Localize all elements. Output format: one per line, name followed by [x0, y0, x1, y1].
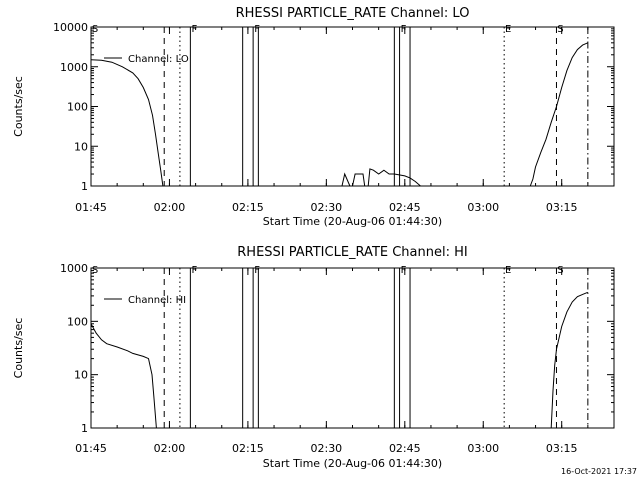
legend-label: Channel: LO	[128, 54, 189, 65]
event-label: F	[254, 265, 260, 276]
plot-frame	[90, 26, 615, 187]
event-label: F	[254, 24, 260, 35]
x-axis-label: Start Time (20-Aug-06 01:44:30)	[263, 215, 442, 228]
series-line	[341, 172, 351, 187]
y-axis-label: Counts/sec	[12, 76, 25, 137]
x-tick-label: 02:00	[154, 201, 186, 214]
x-tick-label: 03:00	[467, 442, 499, 455]
event-label: S	[557, 265, 563, 276]
legend-label: Channel: HI	[128, 295, 186, 306]
x-tick-label: 03:00	[467, 201, 499, 214]
y-tick-label: 1000	[60, 262, 88, 275]
event-label: F	[401, 265, 407, 276]
event-label: F	[401, 24, 407, 35]
x-tick-label: 03:15	[546, 201, 578, 214]
x-tick-label: 02:00	[154, 442, 186, 455]
plot-frame	[90, 267, 615, 429]
x-tick-label: 02:30	[310, 201, 342, 214]
event-label: F	[191, 24, 197, 35]
x-axis-label: Start Time (20-Aug-06 01:44:30)	[263, 457, 442, 470]
y-tick-label: 1000	[60, 61, 88, 74]
y-tick-label: 100	[67, 101, 88, 114]
chart-title: RHESSI PARTICLE_RATE Channel: LO	[236, 6, 470, 21]
panel-hi: RHESSI PARTICLE_RATE Channel: HI S F F F E S 01…	[12, 245, 615, 470]
event-label: S	[557, 24, 563, 35]
event-label: S	[92, 24, 98, 35]
event-label: E	[505, 265, 511, 276]
panel-lo: RHESSI PARTICLE_RATE Channel: LO S F F F E S 01…	[12, 6, 615, 228]
x-tick-label: 02:45	[389, 442, 421, 455]
series-line	[367, 168, 421, 187]
x-tick-label: 01:45	[75, 201, 107, 214]
y-tick-label: 10	[74, 140, 88, 153]
series-line	[90, 59, 164, 187]
event-label: E	[505, 24, 511, 35]
y-tick-label: 100	[67, 315, 88, 328]
x-tick-label: 02:15	[232, 201, 264, 214]
chart-title: RHESSI PARTICLE_RATE Channel: HI	[237, 245, 467, 260]
event-label: F	[191, 265, 197, 276]
x-tick-label: 02:30	[310, 442, 342, 455]
y-tick-label: 10	[74, 369, 88, 382]
footer-timestamp: 16-Oct-2021 17:37	[561, 467, 637, 476]
x-tick-label: 02:15	[232, 442, 264, 455]
y-axis-label: Counts/sec	[12, 318, 25, 379]
event-label: S	[92, 265, 98, 276]
x-tick-label: 02:45	[389, 201, 421, 214]
y-tick-label: 10000	[53, 21, 88, 34]
x-tick-label: 03:15	[546, 442, 578, 455]
series-line	[550, 291, 588, 429]
series-line	[529, 42, 589, 187]
series-line	[352, 173, 366, 187]
series-line	[90, 323, 157, 429]
y-tick-label: 1	[81, 180, 88, 193]
x-tick-label: 01:45	[75, 442, 107, 455]
y-tick-label: 1	[81, 422, 88, 435]
